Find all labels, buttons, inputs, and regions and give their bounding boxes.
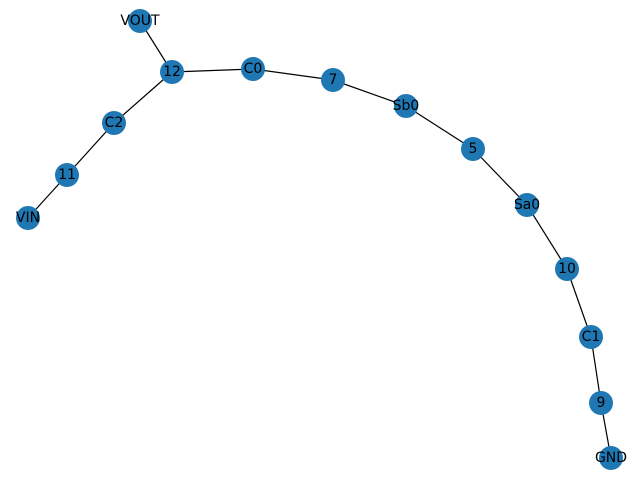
- node-gnd: GND: [595, 446, 627, 470]
- node-circle: [461, 137, 485, 161]
- node-vout: VOUT: [120, 9, 160, 33]
- node-sb0: Sb0: [393, 94, 420, 118]
- node-circle: [394, 94, 418, 118]
- edge-10-c1: [566, 268, 592, 338]
- node-circle: [555, 257, 579, 281]
- node-circle: [515, 193, 539, 217]
- node-label: Sa0: [514, 197, 540, 213]
- node-label: 9: [597, 395, 606, 411]
- node-label: VOUT: [120, 13, 160, 29]
- node-circle: [128, 9, 152, 33]
- node-label: 10: [558, 261, 576, 277]
- node-c0: C0: [241, 57, 265, 81]
- node-circle: [589, 391, 613, 415]
- node-sa0: Sa0: [514, 193, 540, 217]
- node-7: 7: [321, 68, 345, 92]
- node-c2: C2: [102, 111, 126, 135]
- edge-12-c2: [113, 71, 173, 124]
- node-label: VIN: [16, 210, 40, 226]
- node-label: GND: [595, 450, 627, 466]
- edge-sb0-5: [405, 105, 474, 150]
- node-vin: VIN: [16, 206, 40, 230]
- node-label: 12: [163, 64, 181, 80]
- edge-sa0-10: [526, 204, 568, 270]
- node-label: 5: [469, 141, 478, 157]
- nodes-layer: VOUT 12 C0 7 Sb0 5 Sa0 10 C1 9 GND C2 11 VIN: [16, 9, 627, 470]
- node-label: C1: [582, 329, 601, 345]
- node-circle: [160, 60, 184, 84]
- edge-12-c0: [171, 68, 254, 73]
- node-9: 9: [589, 391, 613, 415]
- node-circle: [599, 446, 623, 470]
- edge-5-sa0: [472, 148, 528, 206]
- node-circle: [241, 57, 265, 81]
- edges-layer: [27, 20, 612, 459]
- node-label: C2: [105, 115, 124, 131]
- node-circle: [102, 111, 126, 135]
- node-circle: [16, 206, 40, 230]
- edge-c0-7: [252, 68, 334, 81]
- node-11: 11: [55, 163, 79, 187]
- node-c1: C1: [579, 325, 603, 349]
- node-circle: [579, 325, 603, 349]
- node-circle: [321, 68, 345, 92]
- node-10: 10: [555, 257, 579, 281]
- node-label: 7: [329, 72, 338, 88]
- node-5: 5: [461, 137, 485, 161]
- node-label: 11: [58, 167, 76, 183]
- node-12: 12: [160, 60, 184, 84]
- edge-7-sb0: [332, 79, 407, 107]
- node-label: C0: [244, 61, 263, 77]
- node-label: Sb0: [393, 98, 420, 114]
- node-circle: [55, 163, 79, 187]
